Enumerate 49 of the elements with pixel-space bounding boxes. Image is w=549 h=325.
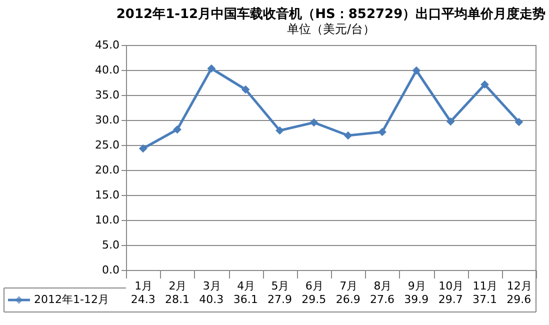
point: [378, 128, 386, 136]
x-tick-label: 12月: [506, 280, 532, 292]
point: [241, 85, 250, 94]
y-tick-label: 15.0: [95, 188, 120, 202]
point: [138, 144, 148, 153]
x-tick-label: 9月: [408, 280, 426, 292]
x-tick-label: 2月: [168, 280, 187, 292]
data-label: 37.1: [472, 293, 497, 306]
y-tick-label: 45.0: [95, 38, 120, 52]
data-label: 29.7: [438, 293, 463, 306]
data-label: 40.3: [199, 293, 224, 306]
data-label: 27.9: [268, 293, 292, 306]
y-tick-label: 25.0: [95, 138, 120, 152]
y-tick-label: 35.0: [95, 88, 120, 102]
point: [412, 66, 421, 75]
point: [173, 125, 182, 134]
y-tick-label: 5.0: [102, 238, 120, 252]
data-label: 29.5: [302, 293, 326, 306]
x-tick-label: 7月: [340, 280, 358, 292]
data-label: 26.9: [336, 293, 360, 306]
point: [514, 118, 524, 126]
y-tick-label: 30.0: [95, 114, 120, 126]
x-tick-label: 6月: [305, 280, 324, 292]
point: [207, 64, 216, 73]
legend-label: 2012年1-12月: [34, 293, 109, 306]
y-tick-label: 40.0: [95, 64, 120, 76]
point: [344, 131, 352, 140]
point: [446, 117, 455, 126]
x-tick-label: 3月: [202, 280, 221, 292]
y-tick-label: 10.0: [95, 214, 120, 226]
point: [310, 118, 318, 127]
x-tick-label: 4月: [237, 280, 256, 292]
x-tick-label: 5月: [271, 280, 290, 292]
x-tick-label: 8月: [374, 280, 392, 292]
point: [276, 126, 284, 135]
data-label: 39.9: [404, 293, 429, 306]
data-label: 27.6: [370, 293, 394, 306]
point: [480, 80, 489, 89]
data-label: 28.1: [165, 293, 190, 306]
y-tick-label: 20.0: [95, 164, 120, 176]
data-label: 36.1: [233, 293, 258, 306]
y-tick-label: 0.0: [102, 264, 120, 276]
data-label: 29.6: [506, 293, 532, 306]
chart-subtitle: 单位（美元/台）: [286, 22, 376, 36]
x-tick-label: 1月: [134, 280, 153, 292]
x-tick-label: 10月: [438, 280, 464, 292]
x-tick-label: 11月: [472, 280, 498, 292]
chart-title: 2012年1-12月中国车载收音机（HS：852729）出口平均单价月度走势: [116, 6, 546, 22]
data-label: 24.3: [130, 293, 156, 306]
